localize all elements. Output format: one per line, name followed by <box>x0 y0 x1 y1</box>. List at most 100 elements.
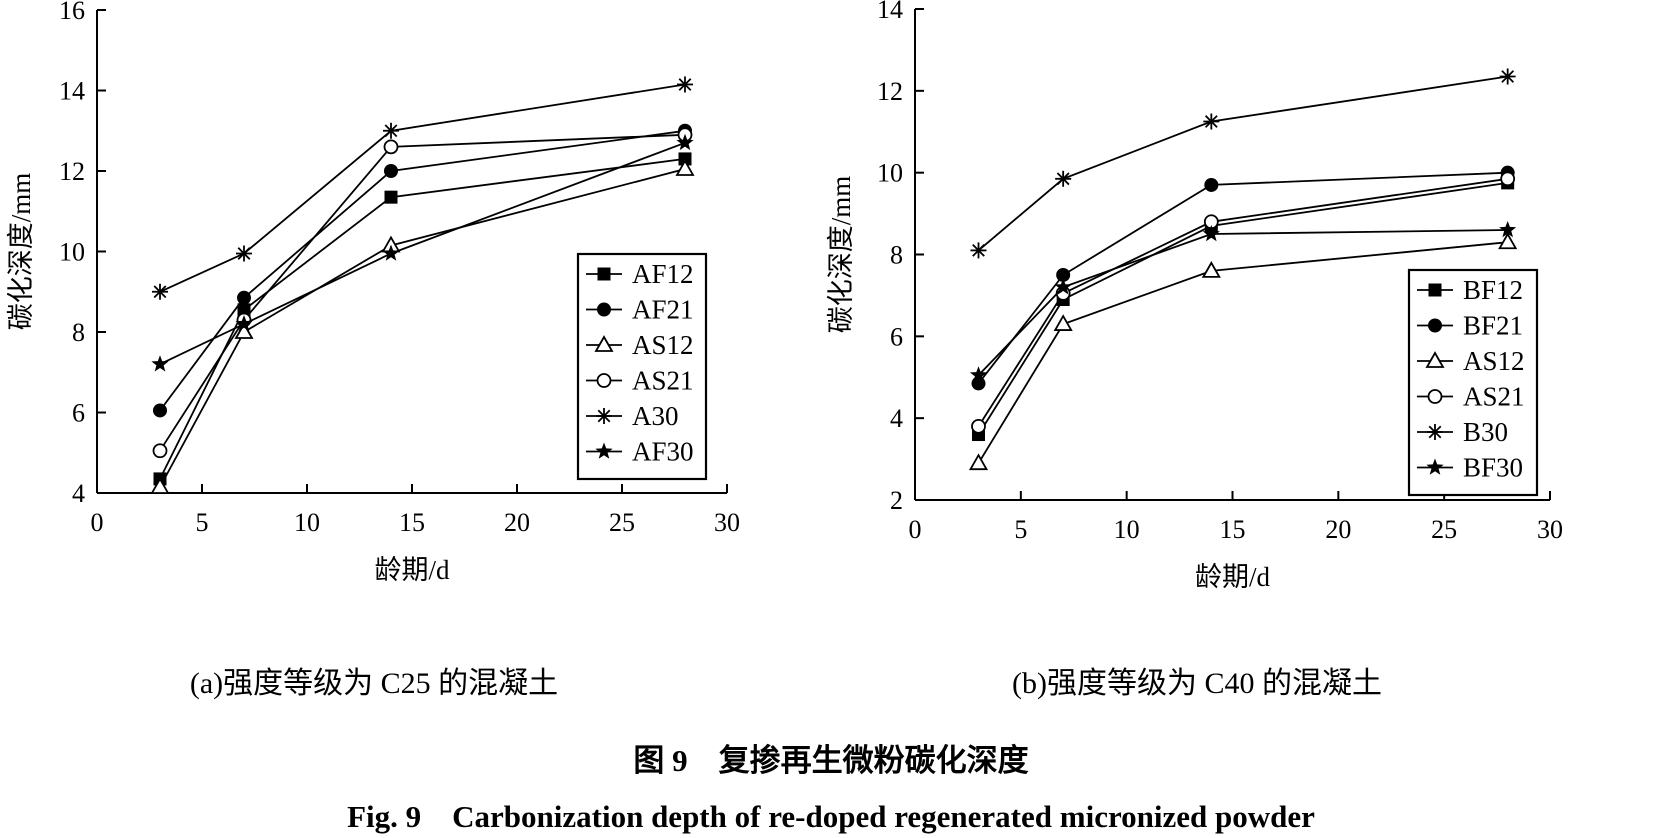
y-tick-label: 12 <box>877 77 903 106</box>
data-point <box>1201 261 1221 278</box>
legend-marker <box>1426 458 1444 475</box>
x-tick-label: 15 <box>399 508 425 537</box>
data-point <box>1056 267 1071 282</box>
data-point <box>237 303 251 317</box>
x-tick-label: 30 <box>714 508 740 537</box>
series-b30 <box>970 68 1516 259</box>
legend-entry: AF21 <box>586 295 694 325</box>
series-as12 <box>968 232 1518 471</box>
x-tick-label: 0 <box>909 515 922 544</box>
legend-marker <box>596 408 612 424</box>
series-bf30 <box>969 221 1517 383</box>
legend-entry: AS21 <box>586 366 694 396</box>
figure-title-en: Fig. 9 Carbonization depth of re-doped r… <box>347 799 1315 834</box>
y-tick-label: 10 <box>877 159 903 188</box>
x-tick-label: 15 <box>1220 515 1246 544</box>
legend-entry: A30 <box>586 401 679 431</box>
series-af30 <box>151 133 694 372</box>
y-tick-label: 6 <box>72 399 85 428</box>
legend-marker <box>1428 318 1442 333</box>
x-tick-label: 25 <box>1431 515 1457 544</box>
data-point <box>384 190 398 204</box>
x-tick-label: 20 <box>1325 515 1351 544</box>
data-point <box>675 159 695 176</box>
legend-entry: BF21 <box>1417 311 1523 341</box>
series-line <box>977 177 1508 427</box>
series-af12 <box>153 152 692 486</box>
data-point <box>383 139 399 155</box>
legend: AF12 AF21 AS12 AS21 A30 AF30 <box>576 252 708 481</box>
legend-label: AF21 <box>632 295 694 325</box>
data-point <box>234 322 254 339</box>
data-point <box>1499 68 1516 85</box>
legend-marker <box>597 302 611 317</box>
data-point <box>969 366 988 383</box>
legend-marker <box>1427 424 1443 440</box>
x-tick-label: 5 <box>196 508 209 537</box>
legend-marker <box>595 442 613 459</box>
x-tick-label: 10 <box>294 508 320 537</box>
legend-label: A30 <box>632 401 679 431</box>
data-point <box>237 290 251 305</box>
legend-label: AS12 <box>1463 346 1525 376</box>
y-tick-label: 4 <box>890 404 903 433</box>
x-tick-label: 5 <box>1014 515 1027 544</box>
data-point <box>235 315 253 332</box>
legend-entry: AS21 <box>1417 382 1525 412</box>
data-point <box>970 242 987 259</box>
data-point <box>383 122 399 139</box>
y-tick-label: 14 <box>59 77 85 106</box>
y-axis-title: 碳化深度/mm <box>826 176 856 334</box>
legend-label: BF21 <box>1463 311 1523 341</box>
legend-marker <box>1428 283 1442 297</box>
legend-label: AS21 <box>1463 382 1525 412</box>
series-line <box>159 141 686 366</box>
x-tick-label: 30 <box>1537 515 1563 544</box>
data-point <box>677 76 693 93</box>
y-tick-label: 4 <box>72 479 85 508</box>
figure-title-cn: 图 9 复掺再生微粉碳化深度 <box>633 743 1028 778</box>
legend-entry: B30 <box>1417 417 1508 447</box>
data-point <box>1203 113 1220 130</box>
legend-marker <box>1427 389 1443 404</box>
legend-label: AS21 <box>632 366 694 396</box>
data-point <box>236 245 252 262</box>
legend-marker <box>597 267 611 281</box>
y-tick-label: 8 <box>72 318 85 347</box>
legend-entry: AF12 <box>586 259 694 289</box>
series-line <box>977 171 1508 384</box>
data-point <box>153 403 167 418</box>
data-point <box>1204 177 1219 192</box>
series-line <box>977 182 1508 435</box>
legend-entry: AS12 <box>586 330 694 360</box>
legend-box <box>576 252 708 481</box>
legend-label: AS12 <box>632 330 694 360</box>
series-line <box>159 158 686 480</box>
legend-entry: AS12 <box>1417 346 1525 376</box>
data-point <box>152 283 168 300</box>
y-axis-title: 碳化深度/mm <box>6 173 36 331</box>
data-point <box>384 164 398 178</box>
data-point <box>1499 221 1517 238</box>
legend-entry: BF30 <box>1417 453 1523 483</box>
y-tick-label: 12 <box>59 157 85 186</box>
data-point <box>151 355 169 372</box>
y-tick-label: 10 <box>59 238 85 267</box>
legend-marker <box>596 373 612 388</box>
legend: BF12 BF21 AS12 AS21 B30 BF30 <box>1407 268 1539 497</box>
legend-marker <box>1425 351 1445 368</box>
x-tick-label: 20 <box>504 508 530 537</box>
chart-b: 2 4 6 8 10 12 14 0 5 10 15 20 25 30 龄期/d 碳化深度/mm BF12 BF2… <box>826 0 1563 700</box>
y-tick-label: 8 <box>890 241 903 270</box>
data-point <box>1055 170 1072 187</box>
x-tick-label: 0 <box>91 508 104 537</box>
data-point <box>152 443 168 459</box>
legend-label: AF12 <box>632 259 694 289</box>
series-a30 <box>152 76 693 300</box>
x-tick-label: 25 <box>609 508 635 537</box>
legend-label: AF30 <box>632 437 694 467</box>
series-line <box>977 75 1508 252</box>
data-point <box>678 152 692 166</box>
legend-label: BF12 <box>1463 275 1523 305</box>
